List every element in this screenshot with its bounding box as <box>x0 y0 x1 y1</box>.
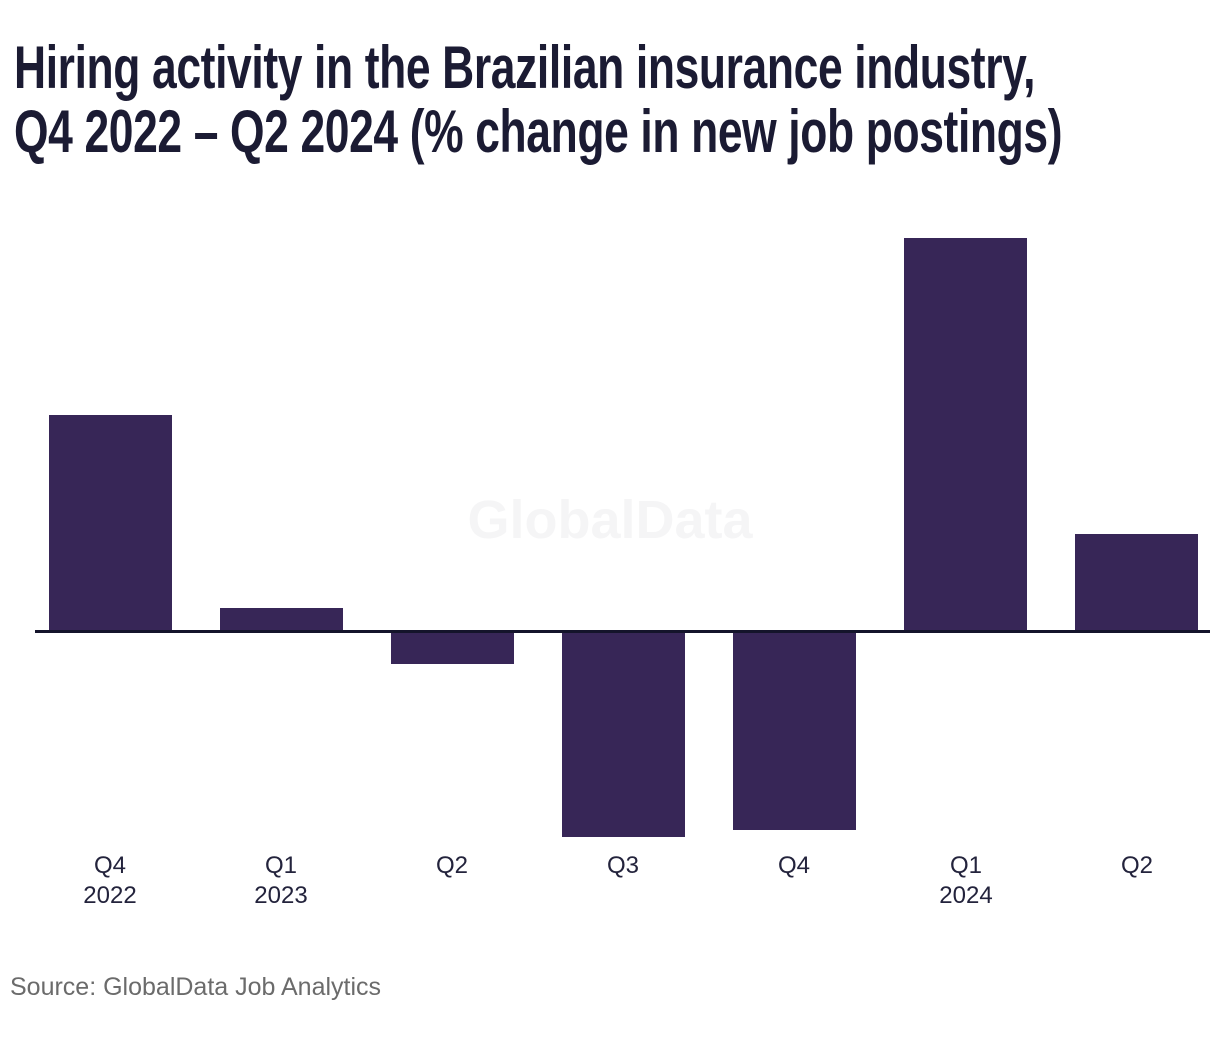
year-label: 2024 <box>939 882 993 909</box>
quarter-label: Q2 <box>435 852 468 879</box>
chart-title-line1: Hiring activity in the Brazilian insuran… <box>14 34 1036 101</box>
year-label: 2023 <box>254 882 308 909</box>
x-tick-label: Q4 2022 <box>30 851 190 911</box>
bar-q1-2024 <box>904 238 1027 632</box>
x-tick-label: Q1 2024 <box>886 851 1046 911</box>
x-tick-label: Q1 2023 <box>201 851 361 911</box>
quarter-label: Q4 <box>777 852 810 879</box>
year-label: 2022 <box>83 882 137 909</box>
quarter-label: Q1 <box>949 852 982 879</box>
x-tick-label: Q3 <box>543 851 703 881</box>
bar-q1-2023 <box>220 608 343 632</box>
quarter-label: Q3 <box>606 852 639 879</box>
x-tick-label: Q2 <box>1057 851 1217 881</box>
bar-q4-2022 <box>49 415 172 632</box>
source-text: Source: GlobalData Job Analytics <box>10 973 382 1001</box>
bar-q2-2023 <box>391 632 514 664</box>
globaldata-watermark: GlobalData <box>467 490 753 550</box>
bar-q3-2023 <box>562 632 685 837</box>
quarter-label: Q4 <box>93 852 126 879</box>
quarter-label: Q2 <box>1120 852 1153 879</box>
bar-q4-2023 <box>733 632 856 830</box>
chart-title-line2: Q4 2022 – Q2 2024 (% change in new job p… <box>14 98 1063 165</box>
quarter-label: Q1 <box>264 852 297 879</box>
x-tick-label: Q4 <box>714 851 874 881</box>
chart-title: Hiring activity in the Brazilian insuran… <box>14 34 1063 165</box>
bar-q2-2024 <box>1075 534 1198 632</box>
x-axis-line <box>35 630 1210 633</box>
x-tick-label: Q2 <box>372 851 532 881</box>
